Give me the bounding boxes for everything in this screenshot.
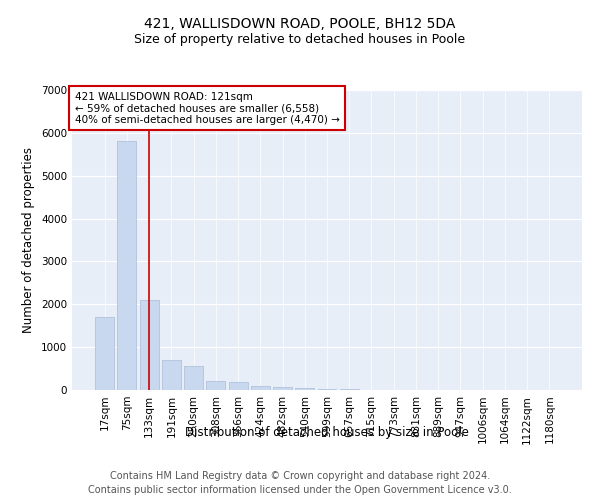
Bar: [229, 382, 248, 390]
Text: 421, WALLISDOWN ROAD, POOLE, BH12 5DA: 421, WALLISDOWN ROAD, POOLE, BH12 5DA: [145, 18, 455, 32]
Bar: [162, 360, 181, 390]
Bar: [273, 386, 292, 390]
Bar: [317, 388, 337, 390]
Bar: [295, 388, 314, 390]
Text: Distribution of detached houses by size in Poole: Distribution of detached houses by size …: [185, 426, 469, 439]
Text: 421 WALLISDOWN ROAD: 121sqm
← 59% of detached houses are smaller (6,558)
40% of : 421 WALLISDOWN ROAD: 121sqm ← 59% of det…: [74, 92, 340, 124]
Text: Size of property relative to detached houses in Poole: Size of property relative to detached ho…: [134, 32, 466, 46]
Bar: [118, 142, 136, 390]
Bar: [206, 380, 225, 390]
Bar: [184, 366, 203, 390]
Y-axis label: Number of detached properties: Number of detached properties: [22, 147, 35, 333]
Text: Contains HM Land Registry data © Crown copyright and database right 2024.
Contai: Contains HM Land Registry data © Crown c…: [88, 471, 512, 495]
Bar: [251, 386, 270, 390]
Bar: [140, 300, 158, 390]
Bar: [95, 317, 114, 390]
